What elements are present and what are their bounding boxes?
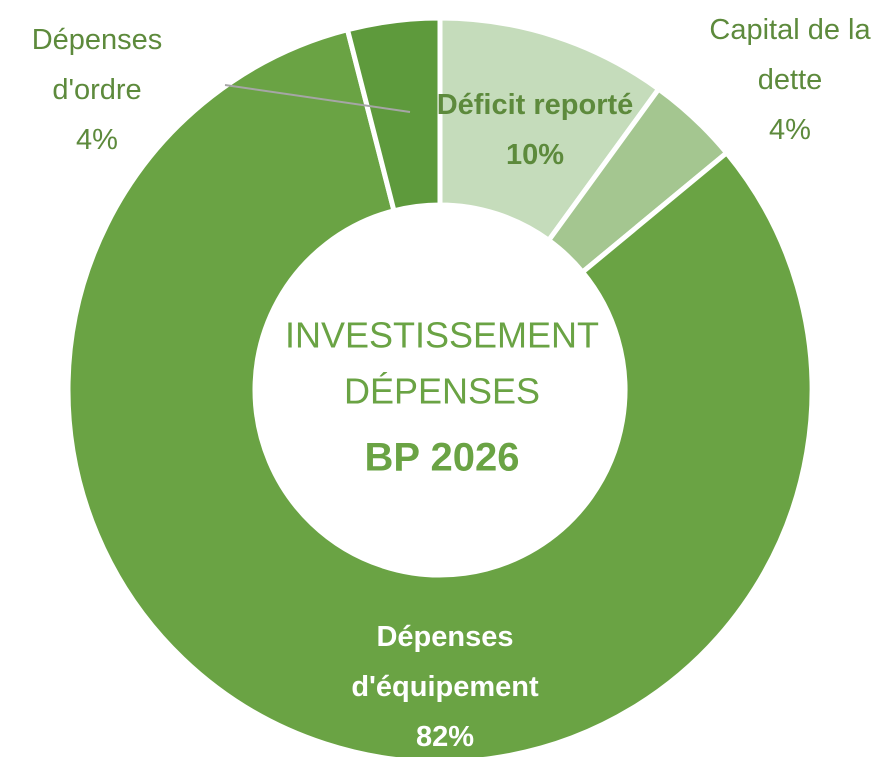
category-label: Dépenses d'ordre	[31, 24, 163, 106]
category-label: Dépenses d'équipement	[351, 621, 539, 703]
value-label: 4%	[769, 114, 811, 146]
value-label: 4%	[76, 124, 118, 156]
data-label: Dépenses d'équipement 82%	[320, 612, 570, 757]
center-subtitle: BP 2026	[365, 436, 520, 480]
center-title: INVESTISSEMENT	[285, 315, 599, 356]
data-label: Capital de la dette 4%	[708, 5, 873, 155]
data-label: Dépenses d'ordre 4%	[12, 15, 182, 165]
slices	[65, 15, 815, 757]
category-label: Capital de la dette	[709, 14, 871, 96]
data-label: Déficit reporté 10%	[375, 80, 695, 180]
slice	[344, 15, 443, 214]
slice	[65, 26, 815, 757]
value-label: 82%	[415, 721, 475, 753]
category-label: Déficit reporté	[436, 89, 634, 121]
value-label: 10%	[505, 139, 565, 171]
leader-line	[224, 84, 411, 113]
center-title: DÉPENSES	[344, 371, 540, 412]
